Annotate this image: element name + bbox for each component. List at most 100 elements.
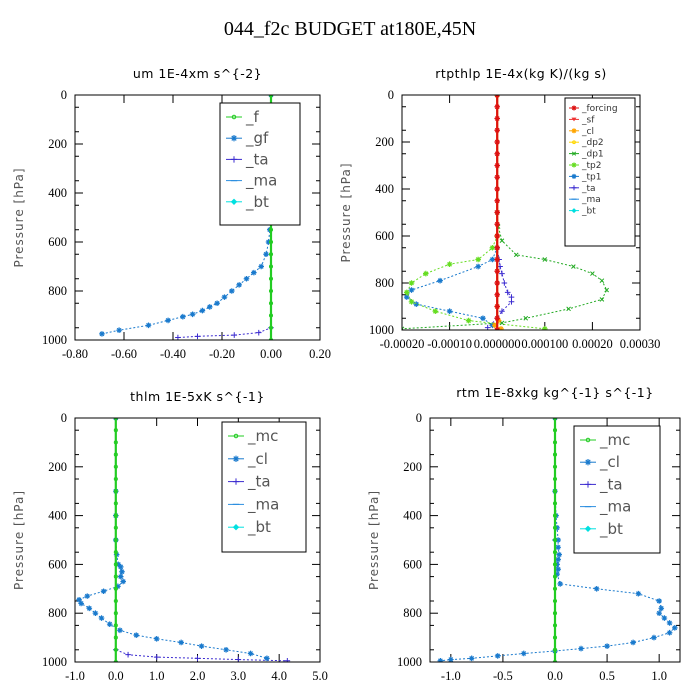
legend-entry: _ma [247, 495, 279, 514]
data-point [554, 561, 560, 568]
data-point [494, 653, 501, 659]
data-point [492, 322, 498, 329]
data-point [513, 252, 519, 258]
legend-entry: _ma [245, 172, 277, 191]
data-point [523, 315, 529, 321]
data-point [552, 659, 558, 662]
data-point [113, 489, 118, 494]
x-tick-label: -0.60 [111, 347, 137, 361]
data-point [552, 452, 558, 457]
data-point [100, 588, 107, 595]
data-point [552, 562, 558, 567]
data-point [403, 294, 410, 300]
data-point [76, 596, 82, 603]
data-point [555, 556, 561, 563]
data-point [115, 561, 122, 568]
data-point [265, 239, 272, 245]
legend-marker [572, 140, 576, 145]
legend-marker [232, 455, 240, 462]
data-point [199, 307, 206, 314]
y-tick-label: 400 [48, 186, 67, 200]
series-line-ta [487, 95, 512, 328]
data-point [408, 287, 415, 293]
data-point [113, 501, 118, 506]
y-tick-label: 200 [375, 135, 394, 149]
x-tick-label: -1.0 [65, 669, 85, 683]
data-point [556, 551, 562, 558]
data-point [671, 625, 678, 631]
data-point [268, 301, 274, 306]
y-tick-label: 1000 [397, 655, 422, 669]
data-point [578, 645, 584, 652]
legend-box [573, 425, 661, 554]
y-tick-label: 1000 [42, 655, 67, 669]
data-point [494, 174, 500, 181]
data-point [489, 256, 496, 263]
data-point [542, 326, 548, 330]
data-point [153, 654, 160, 660]
y-axis-label: Pressure [hPa] [339, 162, 353, 262]
x-tick-label: -0.00010 [427, 337, 472, 351]
data-point [231, 332, 238, 338]
data-point [475, 256, 481, 263]
data-point [489, 244, 496, 251]
data-point [113, 562, 118, 567]
x-tick-label: 0.0 [547, 669, 563, 683]
data-point [593, 586, 600, 592]
data-point [113, 464, 118, 469]
data-point [554, 571, 560, 577]
data-point [494, 150, 500, 157]
data-point [499, 270, 505, 277]
data-point [113, 647, 118, 652]
legend-entry: _cl [599, 453, 620, 472]
data-point [119, 568, 125, 575]
data-point [413, 301, 420, 307]
data-point [552, 611, 558, 616]
data-point [116, 327, 122, 333]
data-point [437, 657, 444, 662]
data-point [494, 315, 500, 322]
data-point [555, 544, 561, 551]
data-point [113, 550, 118, 555]
y-axis-label: Pressure [hPa] [12, 167, 26, 267]
y-tick-label: 0 [61, 411, 67, 425]
legend-marker [584, 481, 592, 488]
data-point [494, 103, 500, 110]
data-point [268, 239, 274, 245]
data-point [178, 639, 184, 646]
data-point [552, 537, 558, 543]
legend-marker [232, 478, 240, 485]
data-point [113, 598, 118, 604]
data-point [499, 238, 505, 244]
legend-marker [230, 156, 238, 163]
legend-entry: _ma [599, 498, 631, 517]
y-tick-label: 1000 [369, 323, 394, 337]
plot-frame [401, 94, 641, 331]
data-point [106, 621, 113, 627]
data-point [264, 655, 270, 662]
data-point [555, 566, 561, 573]
data-point [113, 525, 118, 530]
data-point [554, 525, 560, 531]
legend-entry: _forcing [581, 104, 618, 114]
data-point [498, 326, 504, 330]
data-point [666, 620, 673, 626]
data-point [508, 299, 515, 305]
data-point [235, 656, 242, 662]
data-point [113, 476, 118, 482]
data-point [542, 257, 548, 262]
data-point [552, 418, 558, 421]
legend-box [564, 97, 636, 247]
x-tick-label: 3.0 [231, 669, 247, 683]
x-tick-label: 1.0 [149, 669, 165, 683]
data-point [494, 139, 500, 145]
data-point [557, 581, 564, 587]
plot-frame [74, 94, 321, 341]
data-point [268, 325, 274, 330]
legend-marker [571, 151, 577, 156]
data-point [263, 251, 269, 258]
data-point [599, 297, 605, 302]
legend-entry: _gf [245, 129, 269, 148]
data-point [117, 627, 123, 634]
x-tick-label: 2.0 [190, 669, 206, 683]
